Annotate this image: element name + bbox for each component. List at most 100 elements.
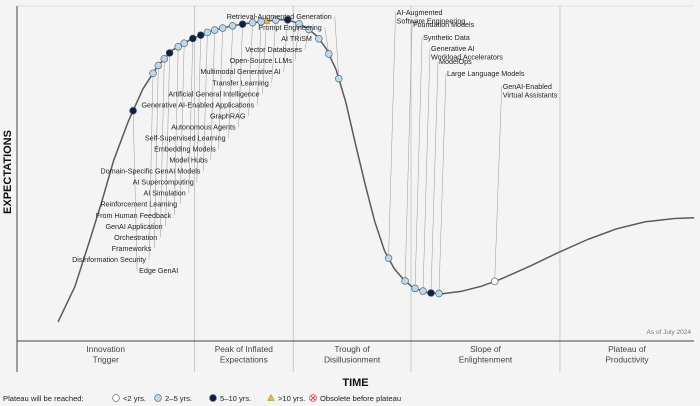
technology-label: Self-Supervised Learning: [145, 133, 226, 142]
label-leader: [256, 21, 262, 105]
technology-label: Generative AI Workload Accelerators: [431, 44, 503, 62]
technology-marker: [401, 277, 409, 285]
legend-marker: [154, 394, 162, 402]
technology-marker: [228, 22, 237, 30]
technology-label: Frameworks: [112, 244, 152, 253]
phase-label: Trough of Disillusionment: [324, 344, 381, 365]
technology-label: AI-Augmented Software Engineering: [397, 8, 466, 26]
label-leader: [203, 32, 208, 172]
legend-marker: [112, 394, 120, 402]
label-leader: [218, 28, 223, 150]
technology-label: AI TRiSM: [281, 34, 312, 43]
technology-label: AI Supercomputing: [133, 178, 194, 187]
x-axis-title: TIME: [342, 377, 368, 389]
legend-label: 5–10 yrs.: [220, 394, 251, 403]
technology-marker: [335, 74, 343, 83]
technology-label: Synthetic Data: [423, 33, 470, 42]
obsolete-x-icon: [310, 395, 316, 401]
technology-marker: [419, 287, 427, 295]
label-leader: [294, 23, 300, 61]
technology-label: Large Language Models: [447, 69, 525, 78]
technology-marker: [154, 61, 163, 70]
technology-marker: [189, 34, 197, 43]
label-leader: [283, 19, 288, 72]
technology-label: From Human Feedback: [96, 211, 172, 220]
technology-label: Open-Source LLMs: [230, 56, 293, 65]
legend-label: <2 yrs.: [123, 394, 146, 403]
label-leader: [438, 73, 447, 294]
technology-label: Retrieval-Augmented Generation: [227, 12, 332, 21]
phase-label: Peak of Inflated Expectations: [215, 344, 274, 365]
technology-marker: [325, 50, 333, 58]
technology-label: GenAI-Enabled Virtual Assistants: [503, 82, 558, 100]
phase-label: Slope of Enlightenment: [459, 344, 513, 365]
technology-label: AI Simulation: [143, 189, 185, 198]
technology-label: Prompt Engineering: [258, 23, 322, 32]
label-leader: [404, 24, 413, 281]
technology-label: GraphRAG: [210, 111, 246, 120]
label-leader: [132, 110, 138, 271]
label-leader: [228, 25, 233, 138]
label-leader: [271, 20, 276, 83]
technology-marker: [197, 31, 205, 39]
label-leader: [179, 43, 185, 205]
label-leader: [422, 48, 431, 292]
as-of-note: As of July 2024: [647, 329, 692, 336]
label-leader: [388, 12, 396, 259]
technology-labels: Retrieval-Augmented Generation Prompt Eng…: [72, 8, 558, 275]
technology-label: Autonomous Agents: [171, 122, 236, 131]
label-leader: [494, 86, 502, 282]
technology-marker: [218, 24, 227, 32]
label-leader: [324, 27, 330, 55]
phase-label: Plateau of Productivity: [605, 344, 649, 365]
technology-label: Foundation Models: [413, 20, 475, 29]
legend-label: >10 yrs.: [278, 394, 305, 403]
legend-marker: [267, 394, 275, 401]
legend-marker: [209, 394, 217, 402]
label-leader: [210, 30, 215, 161]
technology-label: Vector Databases: [245, 45, 302, 54]
label-leader: [173, 46, 179, 216]
technology-marker: [211, 26, 219, 34]
technology-marker: [272, 16, 280, 24]
technology-marker: [490, 277, 499, 286]
legend: Plateau will be reached: <2 yrs. 2–5 yrs. 5…: [3, 394, 401, 403]
label-leader: [154, 65, 159, 249]
label-leader: [430, 61, 439, 293]
technology-marker: [238, 20, 247, 28]
legend-title: Plateau will be reached:: [3, 394, 84, 403]
technology-marker: [160, 55, 168, 63]
technology-label: Artificial General Intelligence: [168, 89, 259, 98]
technology-label: Edge GenAI: [139, 266, 178, 275]
technology-marker: [257, 18, 265, 26]
technology-marker: [427, 289, 435, 297]
technology-marker: [315, 35, 323, 43]
technology-marker: [248, 18, 257, 27]
technology-label: Transfer Learning: [212, 78, 268, 87]
label-leader: [148, 73, 154, 260]
label-leader: [165, 52, 170, 227]
technology-marker: [203, 28, 212, 37]
technology-label: Embedding Models: [154, 145, 216, 154]
technology-label: Model Hubs: [169, 156, 208, 165]
technology-marker: [174, 43, 182, 51]
legend-label: Obsolete before plateau: [320, 394, 401, 403]
technology-label: Generative AI-Enabled Applications: [141, 100, 254, 109]
technology-marker: [435, 289, 443, 298]
technology-label: Reinforcement Learning: [100, 200, 177, 209]
label-leader: [238, 24, 243, 127]
technology-label: Multimodal Generative AI: [200, 67, 280, 76]
technology-marker: [283, 16, 292, 24]
legend-label: 2–5 yrs.: [165, 394, 192, 403]
technology-marker: [165, 49, 174, 57]
label-leader: [196, 35, 202, 183]
technology-markers: [129, 16, 499, 298]
technology-label: ModelOps: [439, 57, 472, 66]
technology-marker: [129, 107, 137, 115]
label-leader: [334, 16, 340, 79]
technology-marker: [180, 39, 188, 47]
label-leader: [188, 38, 194, 194]
technology-label: GenAI Application: [105, 222, 162, 231]
label-leader: [262, 21, 267, 94]
